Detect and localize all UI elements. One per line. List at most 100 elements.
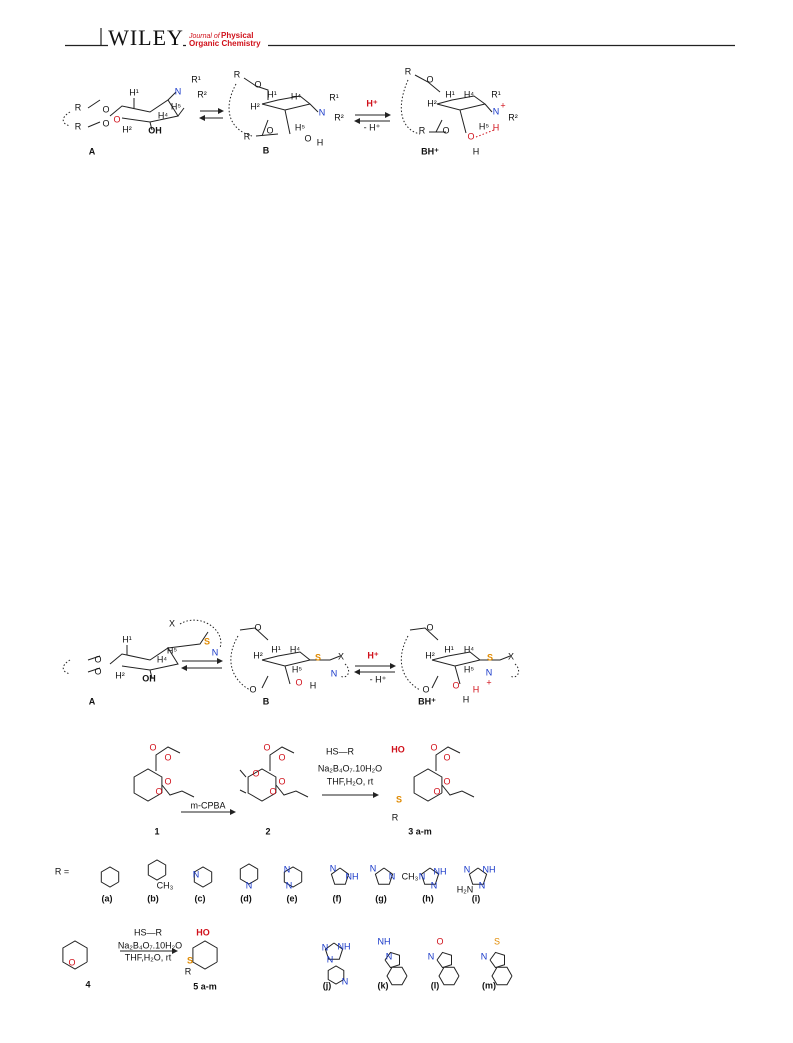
atom-label: O bbox=[443, 752, 450, 762]
atom-label: BH⁺ bbox=[418, 696, 436, 706]
bond bbox=[247, 768, 277, 802]
atom-label: H¹ bbox=[122, 634, 132, 644]
atom-label: O bbox=[94, 654, 101, 664]
atom-label: NH bbox=[338, 941, 351, 951]
atom-label: N bbox=[246, 880, 253, 890]
atom-label: N bbox=[327, 954, 334, 964]
atom-label: O bbox=[249, 684, 256, 694]
bond bbox=[269, 746, 309, 798]
atom-label: (l) bbox=[431, 980, 440, 990]
atom-label: 4 bbox=[85, 979, 90, 989]
atom-label: O bbox=[252, 768, 259, 778]
atom-label: O bbox=[422, 684, 429, 694]
atom-label: N bbox=[175, 86, 182, 96]
atom-label: N bbox=[486, 667, 493, 677]
atom-label: O bbox=[94, 666, 101, 676]
atom-label: R bbox=[419, 125, 426, 135]
atom-label: N bbox=[481, 951, 488, 961]
atom-label: R bbox=[234, 69, 241, 79]
atom-label: O bbox=[155, 786, 162, 796]
atom-label: HO bbox=[196, 927, 210, 937]
atom-label: (k) bbox=[378, 980, 389, 990]
atom-label: O bbox=[278, 776, 285, 786]
atom-label: THF,H₂O, rt bbox=[125, 952, 172, 962]
atom-label: 1 bbox=[154, 826, 159, 836]
atom-label: O bbox=[164, 776, 171, 786]
atom-label: H² bbox=[122, 124, 132, 134]
atom-label: HO bbox=[391, 744, 405, 754]
atom-label: O bbox=[149, 742, 156, 752]
reagent: m-CPBA bbox=[190, 800, 225, 810]
atom-label: X bbox=[169, 618, 175, 628]
atom-label: N bbox=[370, 863, 377, 873]
atom-label: O bbox=[433, 786, 440, 796]
atom-label: NH bbox=[434, 866, 447, 876]
atom-label: H² bbox=[427, 98, 437, 108]
atom-label: N bbox=[386, 951, 393, 961]
atom-label: H bbox=[463, 694, 470, 704]
atom-label: - H⁺ bbox=[370, 674, 387, 684]
atom-label: + bbox=[500, 100, 505, 110]
atom-label: N bbox=[331, 668, 338, 678]
atom-label: + bbox=[486, 677, 491, 687]
atom-label: H⁴ bbox=[464, 89, 474, 99]
atom-label: (h) bbox=[422, 893, 434, 903]
atom-label: S bbox=[396, 794, 402, 804]
atom-label: R¹ bbox=[191, 74, 201, 84]
atom-label: O bbox=[295, 677, 302, 687]
atom-label: N bbox=[493, 106, 500, 116]
atom-label: N bbox=[322, 942, 329, 952]
atom-label: H² bbox=[250, 101, 260, 111]
journal-title: Organic Chemistry bbox=[189, 39, 261, 48]
atom-label: R bbox=[75, 102, 82, 112]
journal-title: Physical bbox=[221, 31, 253, 40]
atom-label: O bbox=[113, 114, 120, 124]
atom-label: THF,H₂O, rt bbox=[327, 776, 374, 786]
atom-label: O bbox=[266, 125, 273, 135]
atom-label: O bbox=[426, 622, 433, 632]
atom-label: N bbox=[419, 871, 426, 881]
atom-label: O bbox=[443, 776, 450, 786]
atom-label: O bbox=[254, 79, 261, 89]
atom-label: BH⁺ bbox=[421, 146, 439, 156]
atom-label: H² bbox=[115, 670, 125, 680]
atom-label: N bbox=[428, 951, 435, 961]
atom-label: S bbox=[487, 652, 493, 662]
atom-label: NH bbox=[346, 871, 359, 881]
atom-label: A bbox=[89, 696, 96, 706]
atom-label: O bbox=[467, 131, 474, 141]
atom-label: O bbox=[442, 125, 449, 135]
bond bbox=[193, 866, 213, 888]
atom-label: H bbox=[310, 680, 317, 690]
bond bbox=[420, 867, 440, 885]
bond bbox=[330, 867, 350, 885]
atom-label: N bbox=[464, 864, 471, 874]
bond bbox=[155, 746, 195, 798]
atom-label: R² bbox=[334, 112, 344, 122]
atom-label: H bbox=[317, 137, 324, 147]
atom-label: O bbox=[430, 742, 437, 752]
atom-label: S bbox=[204, 636, 210, 646]
bond bbox=[468, 867, 488, 885]
atom-label: H bbox=[493, 122, 500, 132]
atom-label: (m) bbox=[482, 980, 496, 990]
journal-of: Journal of bbox=[188, 33, 221, 40]
brand: WILEY bbox=[108, 25, 184, 50]
atom-label: H⁴ bbox=[157, 654, 167, 664]
atom-label: O bbox=[68, 957, 75, 967]
atom-label: O bbox=[426, 74, 433, 84]
atom-label: H² bbox=[253, 650, 263, 660]
atom-label: R² bbox=[508, 112, 518, 122]
atom-label: N bbox=[389, 871, 396, 881]
atom-label: N bbox=[431, 880, 438, 890]
atom-label: R bbox=[244, 131, 251, 141]
atom-label: O bbox=[436, 936, 443, 946]
atom-label: N bbox=[284, 864, 291, 874]
atom-label: O bbox=[164, 752, 171, 762]
atom-label: H⁵ bbox=[295, 122, 305, 132]
atom-label: N bbox=[342, 976, 349, 986]
atom-label: H⁴ bbox=[464, 644, 474, 654]
bond bbox=[239, 863, 259, 885]
atom-label: R bbox=[185, 966, 192, 976]
